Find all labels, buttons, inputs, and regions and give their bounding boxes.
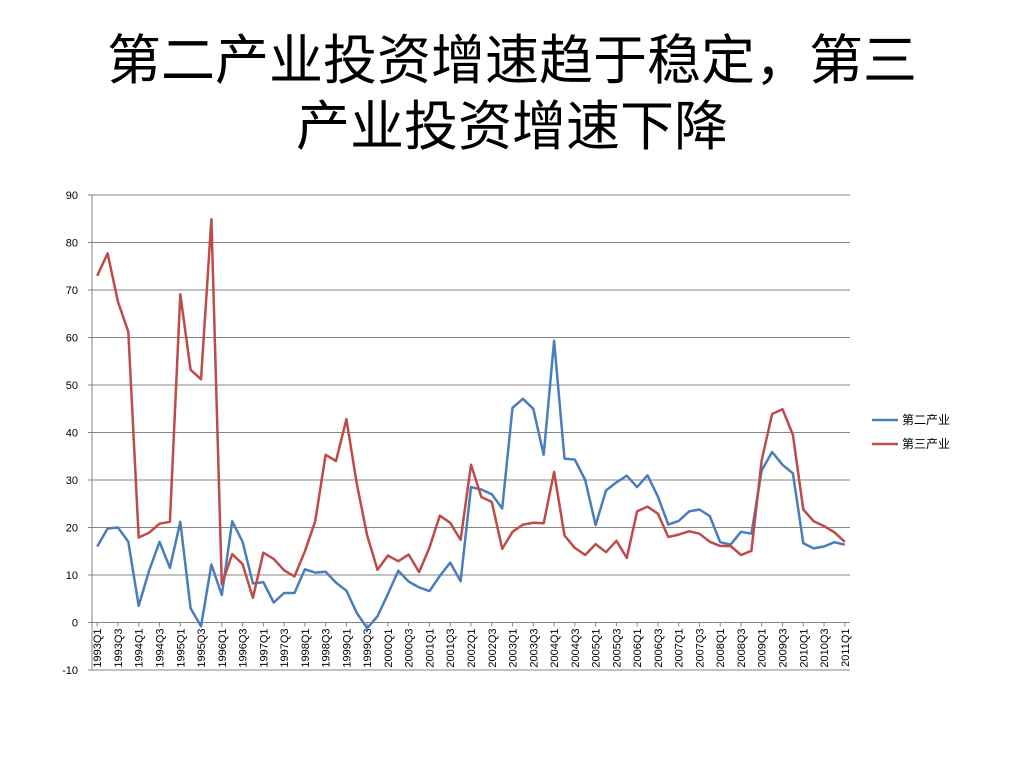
x-tick-label: 2001Q3 xyxy=(445,629,457,668)
x-tick-label: 1993Q3 xyxy=(113,629,125,668)
x-tick-label: 2000Q3 xyxy=(404,629,416,668)
legend-label-2: 第三产业 xyxy=(902,437,950,451)
x-tick-label: 2010Q1 xyxy=(798,629,810,668)
x-tick-label: 1994Q3 xyxy=(154,629,166,668)
slide-title-line-2: 产业投资增速下降 xyxy=(296,95,728,158)
x-tick-label: 1993Q1 xyxy=(92,629,104,668)
x-tick-label: 2006Q1 xyxy=(632,629,644,668)
legend-label-1: 第二产业 xyxy=(902,413,950,427)
series-line-2 xyxy=(96,217,846,600)
x-tick-label: 1996Q1 xyxy=(217,629,229,668)
y-tick-label: 30 xyxy=(66,475,78,487)
y-tick-label: 50 xyxy=(66,380,78,392)
x-tick-label: 2005Q3 xyxy=(611,629,623,668)
x-tick-label: 2011Q1 xyxy=(840,629,852,667)
series-line-1 xyxy=(96,339,846,630)
x-tick-label: 2009Q1 xyxy=(757,629,769,668)
y-tick-label: 10 xyxy=(66,570,78,582)
x-tick-label: 2002Q3 xyxy=(487,629,499,668)
x-tick-label: 2001Q1 xyxy=(424,629,436,668)
x-tick-label: 2004Q3 xyxy=(570,629,582,668)
x-tick-label: 2009Q3 xyxy=(778,629,790,668)
x-tick-label: 2008Q1 xyxy=(715,629,727,668)
x-tick-label: 2005Q1 xyxy=(591,629,603,668)
y-tick-label: -10 xyxy=(62,665,78,677)
x-tick-label: 1995Q1 xyxy=(175,629,187,668)
x-tick-label: 1996Q3 xyxy=(238,629,250,668)
x-tick-label: 1999Q3 xyxy=(362,629,374,668)
x-tick-label: 1995Q3 xyxy=(196,629,208,668)
slide-title-line-1: 第二产业投资增速趋于稳定，第三 xyxy=(107,29,917,92)
x-tick-label: 2007Q1 xyxy=(674,629,686,668)
slide-title: 第二产业投资增速趋于稳定，第三 产业投资增速下降 xyxy=(40,28,984,160)
x-tick-label: 1998Q1 xyxy=(300,629,312,668)
x-tick-label: 2006Q3 xyxy=(653,629,665,668)
x-tick-label: 2008Q3 xyxy=(736,629,748,668)
x-tick-label: 2010Q3 xyxy=(819,629,831,668)
y-tick-label: 60 xyxy=(66,333,78,345)
y-tick-label: 90 xyxy=(66,190,78,202)
y-tick-label: 80 xyxy=(66,238,78,250)
x-tick-label: 1999Q1 xyxy=(341,629,353,668)
x-tick-label: 2007Q3 xyxy=(694,629,706,668)
x-tick-label: 1994Q1 xyxy=(134,629,146,668)
x-tick-label: 1997Q1 xyxy=(258,629,270,668)
y-tick-label: 70 xyxy=(66,285,78,297)
x-tick-label: 2002Q1 xyxy=(466,629,478,668)
y-tick-label: 40 xyxy=(66,428,78,440)
x-tick-label: 1997Q3 xyxy=(279,629,291,668)
y-tick-label: 20 xyxy=(66,523,78,535)
x-tick-label: 2004Q1 xyxy=(549,629,561,668)
x-tick-label: 2003Q1 xyxy=(508,629,520,668)
x-tick-label: 1998Q3 xyxy=(321,629,333,668)
x-tick-label: 2000Q1 xyxy=(383,629,395,668)
y-tick-label: 0 xyxy=(72,618,78,630)
axes: -10 0 10 20 30 40 50 60 70 80 90 1993Q1 1993Q3 1994Q1… xyxy=(62,190,852,677)
series-lines xyxy=(96,217,846,630)
x-tick-label: 2003Q3 xyxy=(528,629,540,668)
